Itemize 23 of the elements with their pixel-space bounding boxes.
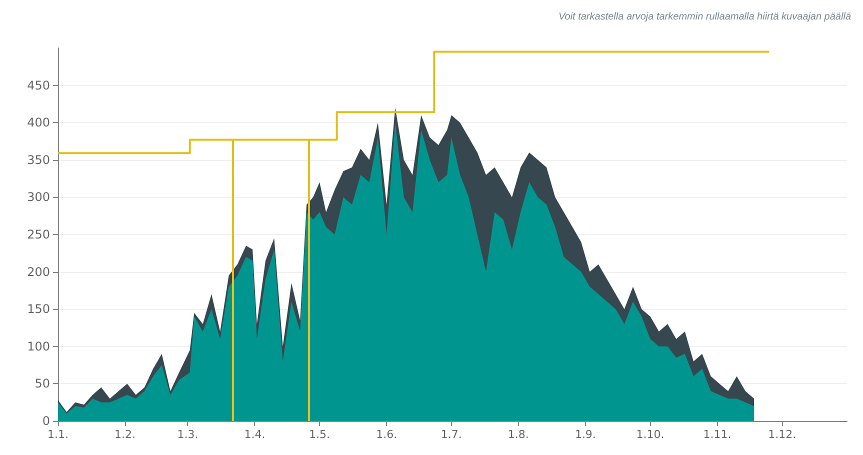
x-tick-label: 1.4. <box>244 428 266 441</box>
y-tick-label: 150 <box>27 302 50 316</box>
y-tick-label: 300 <box>27 190 50 204</box>
x-tick-label: 1.12. <box>768 428 796 441</box>
x-tick-label: 1.9. <box>574 428 596 441</box>
x-tick-label: 1.7. <box>440 428 462 441</box>
y-tick-label: 200 <box>27 264 50 279</box>
y-tick-label: 250 <box>27 228 50 242</box>
y-tick-label: 400 <box>27 116 50 130</box>
y-tick-label: 450 <box>27 78 50 92</box>
x-tick-label: 1.6. <box>376 428 398 441</box>
y-tick-label: 100 <box>27 339 50 354</box>
x-tick-label: 1.2. <box>114 428 136 441</box>
x-tick-label: 1.10. <box>636 428 664 441</box>
x-tick-label: 1.5. <box>309 428 330 441</box>
y-tick-label: 50 <box>34 376 50 391</box>
x-tick-label: 1.11. <box>703 428 732 441</box>
x-tick-label: 1.3. <box>177 428 198 441</box>
x-tick-label: 1.8. <box>508 428 529 441</box>
x-tick-label: 1.1. <box>48 428 68 441</box>
text: Voit tarkastella arvoja tarkemmin rullaamalla hiirtä kuvaajan päällä <box>558 12 852 22</box>
y-tick-label: 350 <box>27 152 50 167</box>
y-tick-label: 0 <box>42 414 50 428</box>
